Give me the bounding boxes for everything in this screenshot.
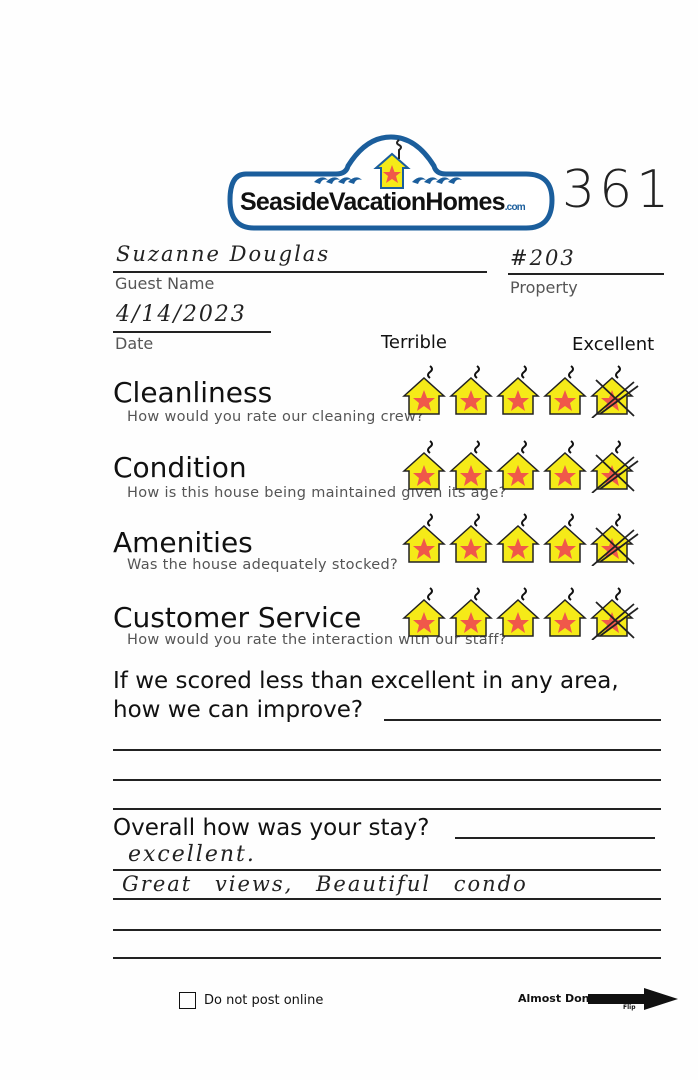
overall-line[interactable]: [113, 929, 661, 931]
category-question: How would you rate our cleaning crew?: [127, 409, 425, 425]
arrow-right-icon[interactable]: [588, 988, 678, 1014]
cross-mark: [591, 379, 639, 419]
house-rating-icon[interactable]: [590, 513, 639, 567]
scale-high-label: Excellent: [572, 334, 655, 355]
logo: SeasideVacationHomes.com: [226, 132, 556, 232]
overall-answer-line2[interactable]: Great views, Beautiful condo: [122, 872, 528, 896]
do-not-post-checkbox[interactable]: [179, 992, 196, 1009]
house-rating-icon[interactable]: [402, 365, 446, 415]
house-rating-icon[interactable]: [496, 513, 540, 563]
overall-line[interactable]: [113, 898, 661, 900]
category-title: Condition: [113, 451, 247, 484]
guest-name-line: [113, 271, 487, 273]
cross-mark: [591, 601, 639, 641]
improve-question-line1: If we scored less than excellent in any …: [113, 668, 619, 694]
overall-line[interactable]: [113, 957, 661, 959]
house-rating-icon[interactable]: [402, 440, 446, 490]
category-question: Was the house adequately stocked?: [127, 557, 398, 573]
house-rating-icon[interactable]: [496, 365, 540, 415]
house-rating-icon[interactable]: [449, 587, 493, 637]
flip-label: Flip: [623, 1004, 636, 1011]
guest-name-label: Guest Name: [115, 274, 215, 293]
house-rating-icon[interactable]: [590, 587, 639, 641]
rating-houses[interactable]: [400, 437, 650, 497]
category-title: Cleanliness: [113, 376, 273, 409]
improve-question-line2: how we can improve?: [113, 697, 364, 723]
do-not-post-label: Do not post online: [204, 993, 324, 1008]
house-rating-icon[interactable]: [543, 513, 587, 563]
house-rating-icon[interactable]: [449, 365, 493, 415]
house-rating-icon[interactable]: [402, 587, 446, 637]
date-value[interactable]: 4/14/2023: [116, 302, 247, 327]
logo-suffix: .com: [504, 202, 526, 213]
house-rating-icon[interactable]: [590, 440, 639, 494]
date-label: Date: [115, 334, 154, 353]
rating-houses[interactable]: [400, 584, 650, 644]
date-line: [113, 331, 271, 333]
property-value[interactable]: #203: [510, 246, 576, 270]
cross-mark: [591, 454, 639, 494]
rating-houses[interactable]: [400, 510, 650, 570]
house-rating-icon[interactable]: [402, 513, 446, 563]
overall-line[interactable]: [113, 869, 661, 871]
house-rating-icon[interactable]: [496, 440, 540, 490]
overall-answer-line1[interactable]: excellent.: [128, 842, 256, 867]
overall-line[interactable]: [455, 837, 655, 839]
property-label: Property: [510, 278, 578, 297]
category-title: Amenities: [113, 526, 253, 559]
improve-line[interactable]: [384, 719, 661, 721]
house-rating-icon[interactable]: [449, 513, 493, 563]
improve-line[interactable]: [113, 749, 661, 751]
almost-done-label: Almost Done: [518, 992, 597, 1005]
property-line: [508, 273, 664, 275]
improve-line[interactable]: [113, 808, 661, 810]
guest-name-value[interactable]: Suzanne Douglas: [116, 242, 331, 266]
rating-houses[interactable]: [400, 362, 650, 422]
house-rating-icon[interactable]: [543, 365, 587, 415]
logo-text: SeasideVacationHomes.com: [240, 188, 526, 217]
house-rating-icon[interactable]: [543, 440, 587, 490]
improve-line[interactable]: [113, 779, 661, 781]
category-title: Customer Service: [113, 601, 362, 634]
house-rating-icon[interactable]: [543, 587, 587, 637]
house-rating-icon[interactable]: [496, 587, 540, 637]
cross-mark: [591, 527, 639, 567]
house-rating-icon[interactable]: [449, 440, 493, 490]
house-rating-icon[interactable]: [590, 365, 639, 419]
logo-name: SeasideVacationHomes: [240, 188, 506, 216]
form-number: 361: [562, 160, 674, 220]
scale-low-label: Terrible: [381, 332, 447, 353]
overall-question: Overall how was your stay?: [113, 815, 430, 841]
